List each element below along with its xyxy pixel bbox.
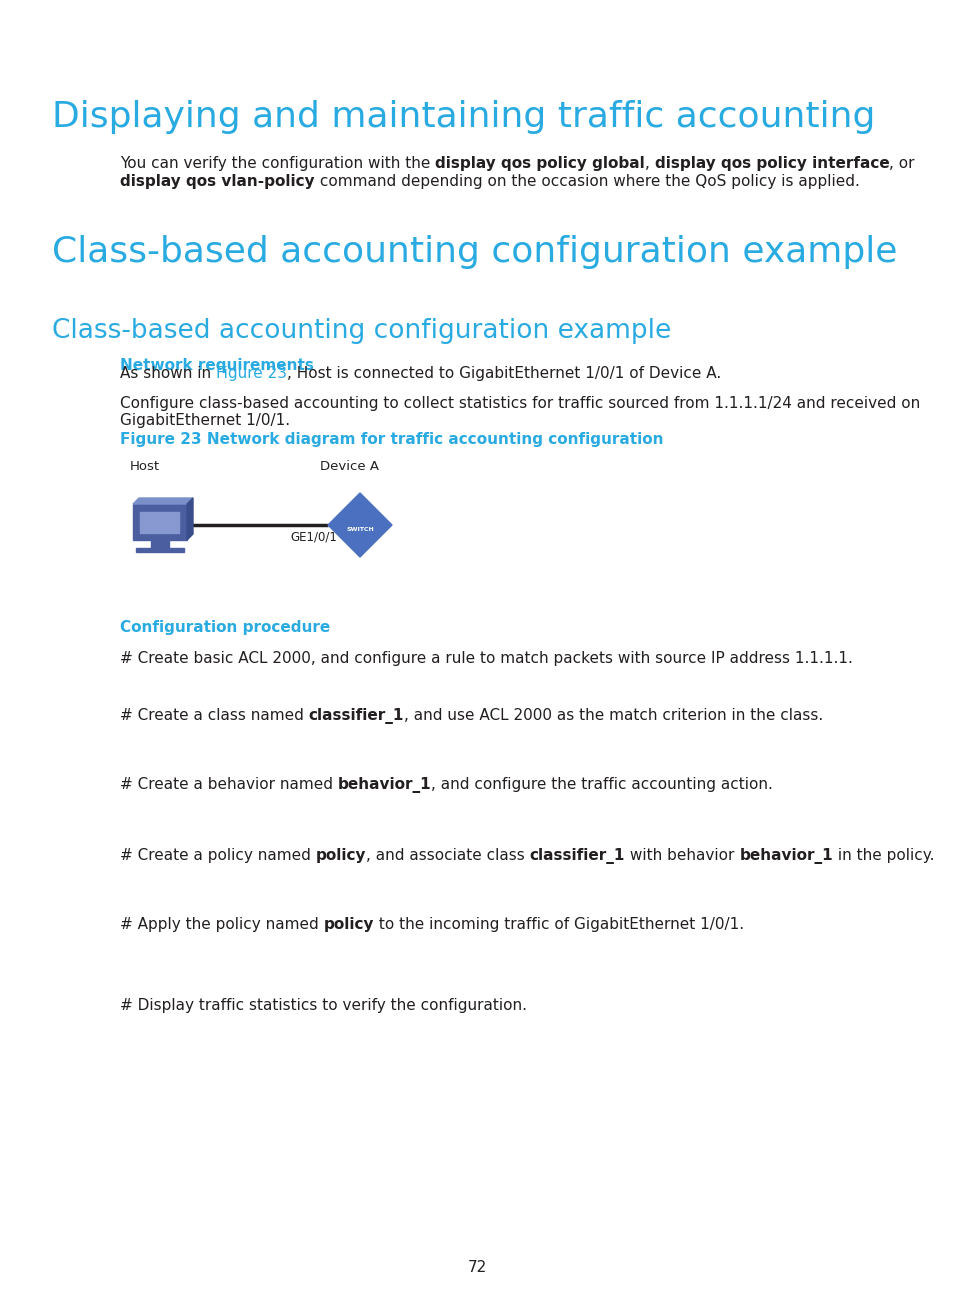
Polygon shape [132,498,193,504]
Text: Host: Host [130,460,160,473]
Text: # Create a behavior named: # Create a behavior named [120,778,337,792]
Polygon shape [132,504,187,540]
Polygon shape [140,512,179,533]
Text: policy: policy [323,918,374,932]
Text: Figure 23 Network diagram for traffic accounting configuration: Figure 23 Network diagram for traffic ac… [120,432,662,447]
Text: with behavior: with behavior [624,848,739,863]
Text: Configure class-based accounting to collect statistics for traffic sourced from : Configure class-based accounting to coll… [120,397,920,411]
Text: # Apply the policy named: # Apply the policy named [120,918,323,932]
Text: , or: , or [888,156,914,171]
Text: command depending on the occasion where the QoS policy is applied.: command depending on the occasion where … [314,174,859,189]
Text: Network requirements: Network requirements [120,358,314,373]
Text: to the incoming traffic of GigabitEthernet 1/0/1.: to the incoming traffic of GigabitEthern… [374,918,743,932]
Text: # Create a class named: # Create a class named [120,708,309,723]
Text: # Display traffic statistics to verify the configuration.: # Display traffic statistics to verify t… [120,998,526,1013]
Text: Class-based accounting configuration example: Class-based accounting configuration exa… [52,235,897,270]
Text: Configuration procedure: Configuration procedure [120,619,330,635]
Polygon shape [187,498,193,540]
Text: display qos policy global: display qos policy global [435,156,644,171]
Text: behavior_1: behavior_1 [739,848,832,864]
Text: Class-based accounting configuration example: Class-based accounting configuration exa… [52,318,671,343]
Polygon shape [328,492,392,557]
Text: # Create basic ACL 2000, and configure a rule to match packets with source IP ad: # Create basic ACL 2000, and configure a… [120,651,852,666]
Text: GE1/0/1: GE1/0/1 [290,530,336,543]
Text: , and use ACL 2000 as the match criterion in the class.: , and use ACL 2000 as the match criterio… [404,708,822,723]
Text: GigabitEthernet 1/0/1.: GigabitEthernet 1/0/1. [120,413,290,428]
Text: policy: policy [315,848,366,863]
Text: , and associate class: , and associate class [366,848,529,863]
Text: classifier_1: classifier_1 [309,708,404,724]
Text: , and configure the traffic accounting action.: , and configure the traffic accounting a… [431,778,773,792]
Text: display qos policy interface: display qos policy interface [654,156,888,171]
Text: Figure 23: Figure 23 [215,365,287,381]
Text: classifier_1: classifier_1 [529,848,624,864]
Text: Displaying and maintaining traffic accounting: Displaying and maintaining traffic accou… [52,100,875,133]
Text: 72: 72 [467,1260,486,1275]
Text: in the policy.: in the policy. [832,848,934,863]
Text: behavior_1: behavior_1 [337,778,431,793]
Polygon shape [136,547,184,552]
Text: display qos vlan-policy: display qos vlan-policy [120,174,314,189]
Text: ,: , [644,156,654,171]
Text: You can verify the configuration with the: You can verify the configuration with th… [120,156,435,171]
Text: As shown in: As shown in [120,365,215,381]
Text: Device A: Device A [319,460,378,473]
Polygon shape [151,540,169,547]
Text: # Create a policy named: # Create a policy named [120,848,315,863]
Text: , Host is connected to GigabitEthernet 1/0/1 of Device A.: , Host is connected to GigabitEthernet 1… [287,365,720,381]
Text: SWITCH: SWITCH [346,527,374,533]
